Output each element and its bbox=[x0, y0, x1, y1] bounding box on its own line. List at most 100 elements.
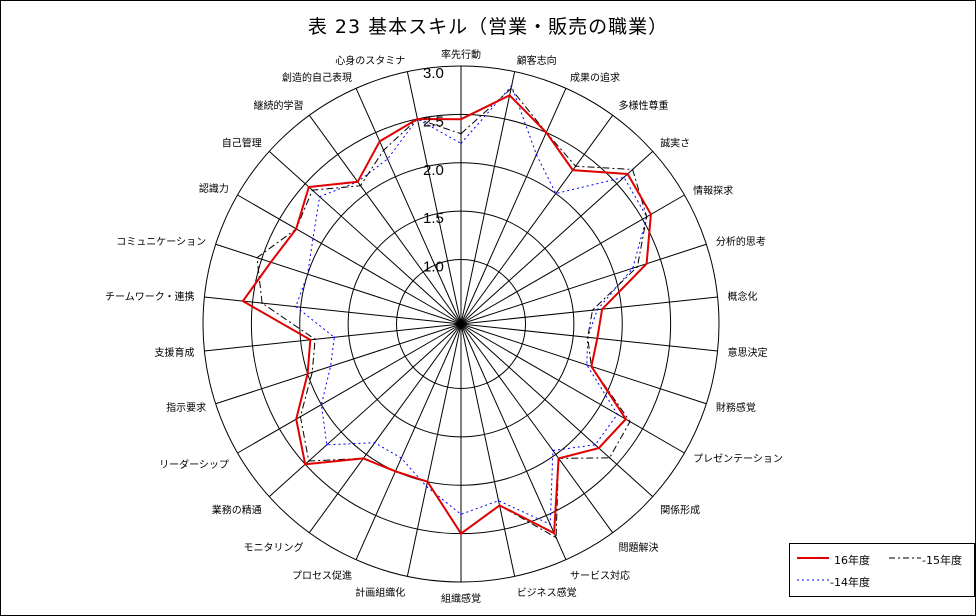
axis-label-19: 業務の精通 bbox=[212, 503, 262, 516]
series-2-point-4 bbox=[623, 176, 625, 179]
series-1-point-20 bbox=[299, 415, 302, 418]
spoke-16 bbox=[406, 323, 462, 577]
ring-label-2: 2.0 bbox=[423, 162, 444, 179]
series-0-point-26 bbox=[308, 186, 310, 188]
axis-label-12: 問題解決 bbox=[619, 541, 659, 554]
series-2-point-12 bbox=[552, 449, 554, 452]
axis-label-2: 成果の追求 bbox=[570, 71, 620, 84]
series-1-point-4 bbox=[631, 168, 634, 171]
spoke-21 bbox=[215, 323, 462, 405]
radar-spokes bbox=[204, 66, 718, 582]
series-0-point-9 bbox=[590, 365, 593, 368]
series-2-point-14 bbox=[497, 499, 500, 502]
series-0-point-14 bbox=[498, 504, 501, 507]
axis-label-1: 顧客志向 bbox=[517, 54, 557, 67]
spoke-17 bbox=[355, 323, 462, 560]
series-2-point-16 bbox=[425, 485, 428, 488]
series-2-point-26 bbox=[318, 195, 321, 198]
series-0 bbox=[241, 94, 652, 536]
series-0-point-15 bbox=[460, 532, 462, 535]
axis-label-15: 組織感覚 bbox=[441, 592, 481, 605]
series-1-point-21 bbox=[311, 371, 314, 374]
series-0-point-7 bbox=[601, 308, 603, 311]
axis-label-23: チームワーク・連携 bbox=[105, 290, 195, 303]
axis-label-17: プロセス促進 bbox=[292, 569, 352, 582]
radar-ring-labels: 1.0 1.5 2.0 2.5 3.0 bbox=[423, 65, 444, 276]
spoke-20 bbox=[237, 323, 462, 454]
series-2-point-24 bbox=[306, 273, 309, 276]
series-2-point-17 bbox=[400, 457, 403, 459]
series-0-point-0 bbox=[460, 118, 462, 120]
series-1-point-27 bbox=[359, 184, 362, 187]
series-0-point-16 bbox=[426, 480, 429, 483]
series-1-point-5 bbox=[645, 216, 648, 218]
series-0-point-1 bbox=[508, 94, 511, 97]
axis-label-28: 創造的自己表現 bbox=[282, 71, 352, 84]
series-1-point-3 bbox=[574, 165, 577, 167]
series-0-point-22 bbox=[309, 339, 312, 341]
spoke-12 bbox=[460, 323, 614, 534]
series-2-point-9 bbox=[586, 364, 588, 366]
series-0-point-5 bbox=[650, 213, 652, 216]
series-1-point-11 bbox=[608, 457, 611, 459]
series-2-point-7 bbox=[596, 308, 599, 311]
series-0-point-4 bbox=[626, 173, 629, 175]
axis-label-8: 意思決定 bbox=[728, 346, 768, 359]
series-1-point-10 bbox=[629, 420, 631, 423]
series-0-point-25 bbox=[295, 228, 298, 230]
spoke-3 bbox=[460, 114, 614, 325]
legend: 16年度 -15年度 -14年度 bbox=[789, 543, 975, 597]
series-0-point-21 bbox=[306, 373, 309, 375]
axis-label-16: 計画組織化 bbox=[355, 586, 405, 599]
spoke-28 bbox=[355, 88, 462, 325]
legend-label-16: 16年度 bbox=[834, 554, 870, 567]
spoke-8 bbox=[460, 323, 718, 352]
series-2-point-2 bbox=[535, 153, 538, 156]
chart-title: 表 23 基本スキル（営業・販売の職業） bbox=[307, 16, 669, 38]
axis-label-3: 多様性尊重 bbox=[619, 99, 669, 112]
ring-label-4: 3.0 bbox=[423, 65, 444, 82]
series-2-point-1 bbox=[510, 85, 513, 87]
axis-label-22: 支援育成 bbox=[155, 346, 195, 359]
series-0-point-6 bbox=[645, 262, 648, 265]
spoke-22 bbox=[204, 323, 462, 352]
series-1-point-23 bbox=[261, 302, 263, 304]
spoke-11 bbox=[460, 323, 654, 498]
axis-label-18: モニタリング bbox=[244, 541, 304, 554]
series-0-point-27 bbox=[356, 181, 359, 183]
axis-label-20: リーダーシップ bbox=[159, 458, 229, 471]
radar-axis-labels: 率先行動 顧客志向成果の追求多様性尊重誠実さ情報探求分析的思考概念化意思決定財務感… bbox=[105, 48, 783, 605]
series-1-point-24 bbox=[256, 256, 258, 259]
series-1-point-13 bbox=[555, 536, 557, 539]
axis-label-27: 継続的学習 bbox=[254, 99, 304, 112]
axis-label-26: 自己管理 bbox=[222, 137, 262, 150]
series-1-point-19 bbox=[308, 460, 310, 462]
series-2-point-22 bbox=[333, 336, 336, 339]
series-2-point-6 bbox=[632, 267, 634, 270]
series-1-point-22 bbox=[314, 338, 316, 341]
series-0-point-18 bbox=[362, 457, 365, 460]
spoke-10 bbox=[460, 323, 685, 454]
ring-label-3: 2.5 bbox=[423, 113, 444, 130]
axis-label-5: 情報探求 bbox=[693, 184, 733, 197]
axis-label-25: 認識力 bbox=[199, 182, 229, 195]
spoke-24 bbox=[215, 243, 462, 325]
series-0-point-17 bbox=[394, 470, 397, 473]
series-0-point-20 bbox=[295, 418, 298, 420]
radar-series bbox=[241, 84, 652, 539]
spoke-19 bbox=[268, 323, 462, 498]
series-0-point-24 bbox=[270, 261, 272, 264]
series-0-point-23 bbox=[242, 300, 244, 302]
legend-swatch-15 bbox=[889, 557, 921, 559]
axis-label-24: コミュニケーション bbox=[116, 236, 206, 248]
series-2-point-23 bbox=[295, 305, 297, 308]
series-2-point-19 bbox=[326, 444, 328, 446]
series-0-point-28 bbox=[378, 140, 381, 143]
axis-label-0: 率先行動 bbox=[441, 48, 481, 61]
spoke-18 bbox=[308, 323, 462, 534]
spoke-13 bbox=[460, 323, 567, 560]
series-2-point-15 bbox=[460, 513, 462, 516]
series-0-point-11 bbox=[598, 447, 600, 449]
spoke-27 bbox=[308, 114, 462, 325]
